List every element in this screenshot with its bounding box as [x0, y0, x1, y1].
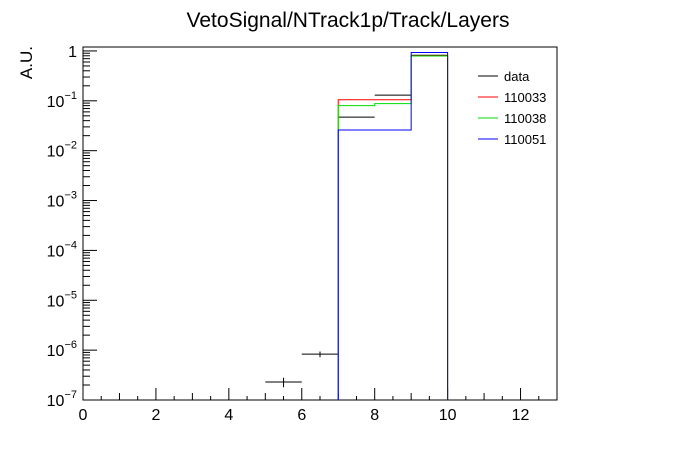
x-tick-label: 6: [297, 407, 306, 424]
y-tick-label: 10−7: [47, 389, 77, 410]
series-110051: [337, 52, 449, 400]
y-tick-label: 1: [68, 44, 77, 61]
series-data: [265, 54, 448, 388]
hist-110033: [337, 55, 449, 400]
chart-title: VetoSignal/NTrack1p/Track/Layers: [187, 9, 510, 32]
y-tick-label: 10−2: [47, 140, 77, 161]
y-tick-label: 10−6: [47, 339, 77, 360]
y-tick-label: 10−4: [47, 239, 77, 260]
x-tick-label: 8: [370, 407, 379, 424]
x-tick-label: 10: [439, 407, 457, 424]
hist-110038: [337, 55, 449, 400]
x-tick-label: 12: [512, 407, 530, 424]
y-tick-label: 10−3: [47, 190, 77, 211]
x-tick-label: 0: [79, 407, 88, 424]
legend-label-110033: 110033: [504, 90, 546, 105]
legend-label-data: data: [504, 69, 530, 84]
hist-110051: [337, 52, 449, 400]
y-tick-label: 10−5: [47, 289, 77, 310]
y-minor-ticks: [83, 52, 90, 386]
y-axis-label: A.U.: [17, 46, 36, 79]
series-110038: [337, 55, 449, 400]
legend-label-110051: 110051: [504, 132, 546, 147]
x-axis: 0 2 4 6 8 10 12: [79, 388, 558, 424]
legend-label-110038: 110038: [504, 111, 546, 126]
legend: data 110033 110038 110051: [478, 69, 546, 147]
series-110033: [337, 55, 449, 400]
plot-frame: [82, 46, 558, 401]
x-tick-label: 4: [224, 407, 233, 424]
y-tick-label: 10−1: [47, 90, 77, 111]
series-layer: [265, 52, 449, 400]
x-tick-label: 2: [151, 407, 160, 424]
